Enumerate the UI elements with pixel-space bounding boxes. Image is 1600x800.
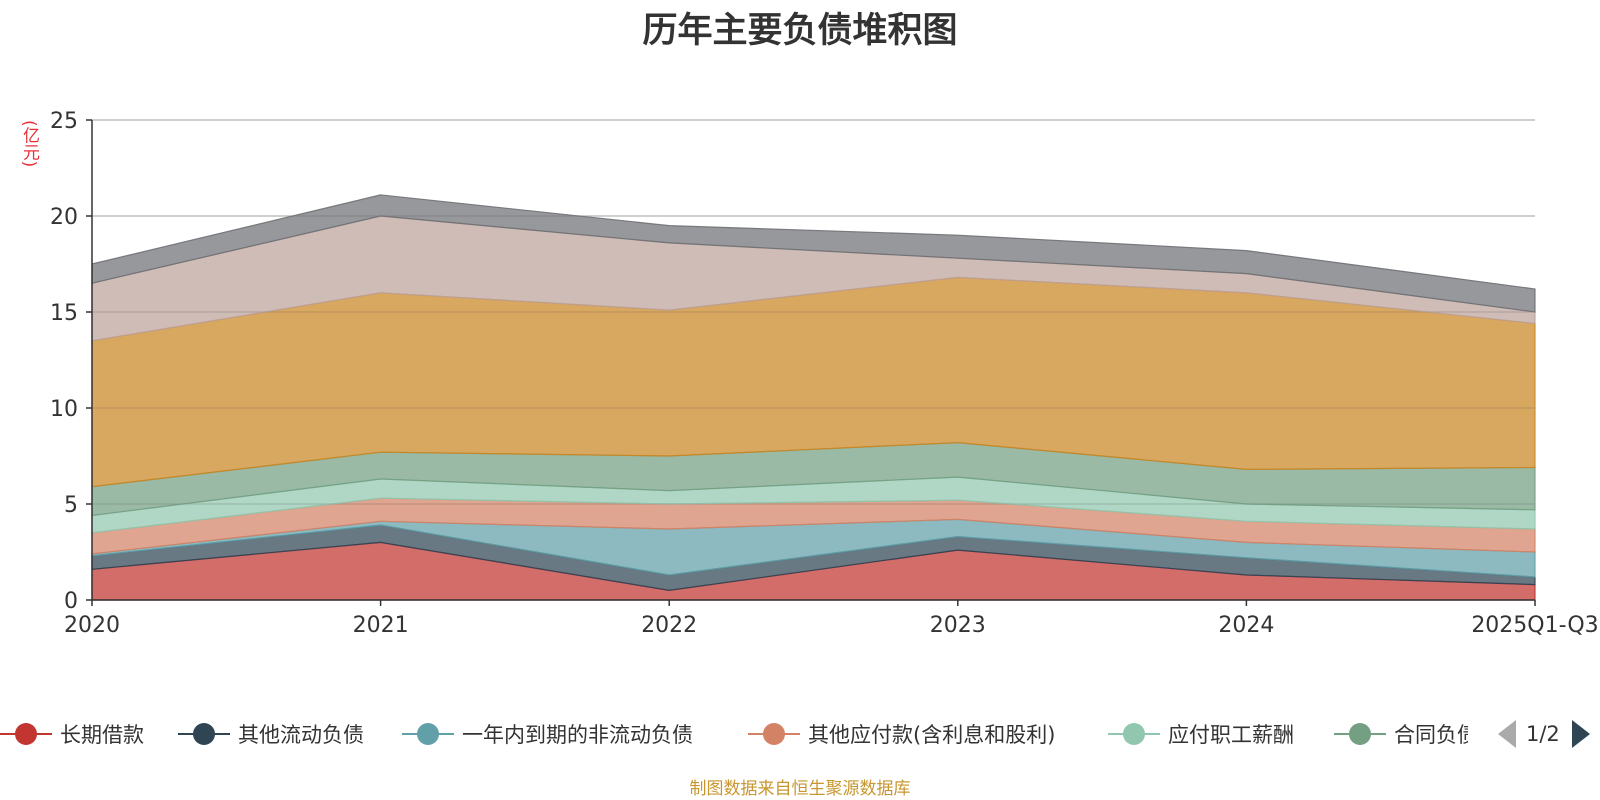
legend-marker-icon	[748, 716, 800, 752]
x-tick-label: 2021	[353, 613, 409, 638]
legend-marker-icon	[402, 716, 454, 752]
y-tick-label: 15	[50, 301, 78, 326]
y-tick-label: 5	[64, 493, 78, 518]
legend-pager: 1/2	[1498, 716, 1590, 752]
axes	[86, 119, 1536, 606]
legend-page-indicator: 1/2	[1526, 722, 1560, 746]
legend-item[interactable]: 合同负债	[1334, 716, 1468, 752]
legend-marker-icon	[1334, 716, 1386, 752]
legend-marker-icon	[0, 716, 52, 752]
x-tick-label: 2022	[641, 613, 697, 638]
chart-title: 历年主要负债堆积图	[642, 11, 958, 51]
x-tick-label: 2025Q1-Q3	[1471, 613, 1598, 638]
x-tick-label: 2020	[64, 613, 120, 638]
y-tick-label: 10	[50, 397, 78, 422]
legend: 长期借款 其他流动负债 一年内到期的非流动负债 其他应付款(含利息和股利) 应付职工薪酬…	[0, 716, 1600, 752]
y-tick-label: 20	[50, 205, 78, 230]
x-tick-label: 2023	[930, 613, 986, 638]
legend-item[interactable]: 其他流动负债	[178, 716, 364, 752]
legend-item[interactable]: 其他应付款(含利息和股利)	[748, 716, 1055, 752]
legend-prev-icon[interactable]	[1498, 720, 1516, 748]
legend-next-icon[interactable]	[1571, 720, 1590, 748]
legend-label: 其他流动负债	[238, 723, 364, 747]
area-series-9	[91, 194, 1536, 313]
tick-labels: 0 5 10 15 20 25 2020 2021 2022 2023 2024 2025Q1-Q3	[50, 109, 1599, 638]
x-tick-label: 2024	[1218, 613, 1274, 638]
y-axis-unit: (亿元)	[19, 120, 39, 168]
legend-label: 一年内到期的非流动负债	[462, 723, 693, 747]
legend-marker-icon	[178, 716, 230, 752]
legend-label: 长期借款	[60, 723, 144, 747]
y-tick-label: 0	[64, 589, 78, 614]
legend-label: 合同负债	[1394, 723, 1468, 747]
legend-items: 长期借款 其他流动负债 一年内到期的非流动负债 其他应付款(含利息和股利) 应付职工薪酬…	[0, 716, 1468, 752]
legend-label: 其他应付款(含利息和股利)	[808, 723, 1056, 747]
stacked-areas	[91, 194, 1536, 601]
legend-label: 应付职工薪酬	[1168, 723, 1294, 747]
data-source-note: 制图数据来自恒生聚源数据库	[689, 779, 911, 799]
legend-item[interactable]: 一年内到期的非流动负债	[402, 716, 693, 752]
legend-item[interactable]: 长期借款	[0, 716, 144, 752]
y-tick-label: 25	[50, 109, 78, 134]
legend-item[interactable]: 应付职工薪酬	[1108, 716, 1294, 752]
legend-marker-icon	[1108, 716, 1160, 752]
